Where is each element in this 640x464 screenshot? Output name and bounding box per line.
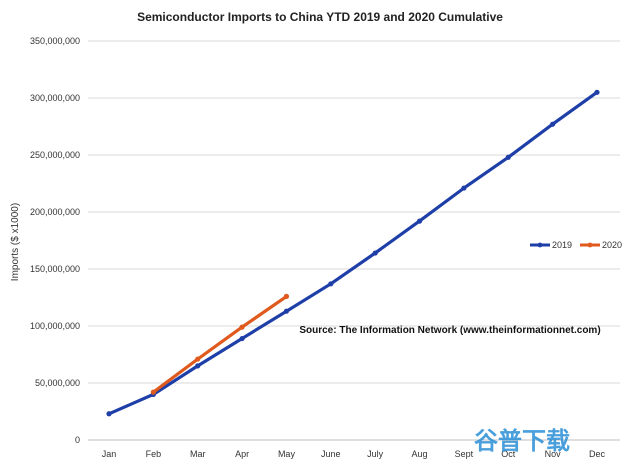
x-tick-label: Aug (412, 449, 428, 459)
data-point-2019 (283, 308, 290, 314)
y-tick-label: 100,000,000 (30, 321, 80, 331)
data-point-2019 (372, 250, 378, 256)
y-tick-label: 0 (75, 435, 80, 445)
data-point-2019 (106, 411, 112, 417)
x-tick-label: June (321, 449, 341, 459)
data-point-2019 (550, 121, 556, 127)
y-tick-label: 150,000,000 (30, 264, 80, 274)
x-tick-label: Mar (190, 449, 206, 459)
data-point-2019 (505, 154, 511, 160)
x-tick-label: Oct (501, 449, 516, 459)
chart-title: Semiconductor Imports to China YTD 2019 … (137, 10, 503, 24)
series-group (106, 89, 600, 417)
x-tick-label: Dec (589, 449, 606, 459)
legend: 2019 2020 (530, 240, 622, 250)
source-annotation: Source: The Information Network (www.the… (299, 325, 600, 336)
x-tick-label: Jan (102, 449, 117, 459)
legend-label-2020: 2020 (602, 240, 622, 250)
watermark-logo: 谷普下载 (474, 427, 570, 455)
x-tick-label: May (278, 449, 296, 459)
data-point-2019 (328, 281, 334, 287)
y-tick-label: 300,000,000 (30, 93, 80, 103)
data-point-2019 (239, 335, 245, 342)
y-tick-label: 200,000,000 (30, 207, 80, 217)
x-tick-label: Feb (146, 449, 162, 459)
series-line-2019 (107, 90, 599, 416)
data-point-2020 (150, 389, 156, 395)
series-line-2020 (151, 294, 289, 394)
legend-marker-2020 (587, 242, 593, 248)
x-tick-label: Apr (235, 449, 249, 459)
data-point-2020 (283, 293, 290, 299)
data-point-2020 (239, 324, 245, 330)
x-tick-label: Sept (455, 449, 474, 459)
y-tick-label: 350,000,000 (30, 36, 80, 46)
legend-label-2019: 2019 (552, 240, 572, 250)
data-point-2019 (195, 363, 201, 369)
y-axis-ticks: 0 50,000,000 100,000,000 150,000,000 200,000… (30, 36, 80, 445)
y-tick-label: 50,000,000 (35, 378, 80, 388)
x-tick-label: July (367, 449, 384, 459)
y-tick-label: 250,000,000 (30, 150, 80, 160)
y-axis-label: Imports ($ x1000) (10, 203, 21, 281)
x-axis-ticks: Jan Feb Mar Apr May June July Aug Sept Oct Nov Dec (102, 449, 606, 459)
data-point-2019 (594, 89, 600, 95)
legend-marker-2019 (537, 242, 543, 248)
x-tick-label: Nov (545, 449, 562, 459)
data-point-2020 (195, 356, 201, 362)
data-point-2019 (461, 185, 467, 191)
data-point-2019 (416, 218, 423, 224)
